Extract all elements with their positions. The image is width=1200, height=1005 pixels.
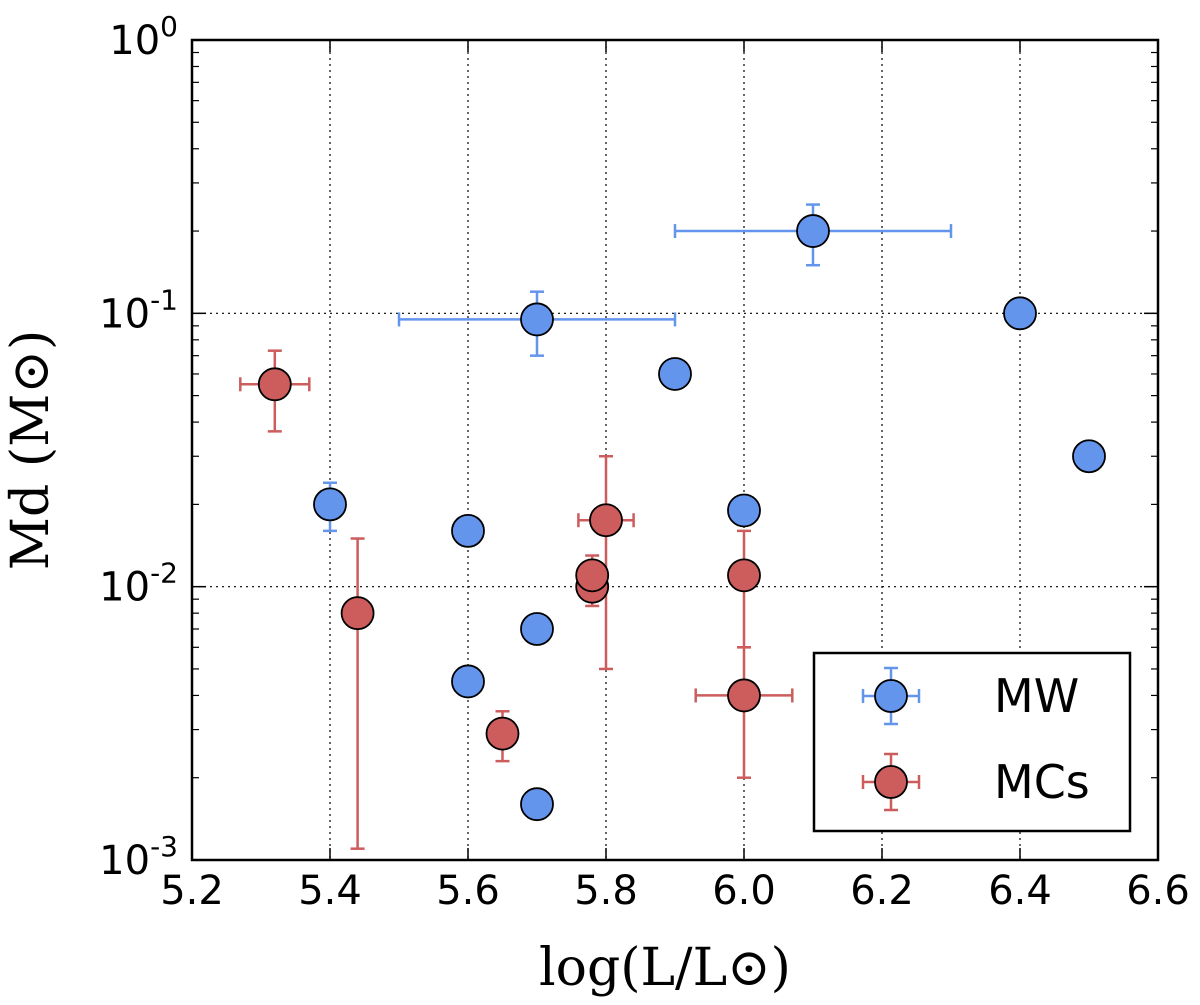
series-mw-point	[658, 357, 692, 391]
x-axis-label: log(L/L⊙)	[539, 938, 791, 998]
series-mw	[313, 203, 1106, 822]
series-mcs-point	[589, 503, 623, 538]
series-mw-point	[520, 302, 554, 337]
series-mw-point	[1072, 439, 1106, 474]
label-layer: 5.2 5.4 5.6 5.8 6.0 6.2 6.4 6.6 100 10-1 10-2 10-3 l…	[1, 10, 1190, 998]
legend-box	[812, 651, 1132, 833]
series-mcs-errorbar	[350, 537, 365, 850]
series-mcs-point	[727, 678, 761, 713]
series-mw-point	[520, 787, 554, 822]
series-mw-point	[451, 664, 485, 699]
legend-mcs-label: MCs	[994, 755, 1090, 809]
x-tick-label: 5.4	[298, 868, 362, 914]
axes-frame	[190, 38, 1160, 862]
x-tick-label: 5.8	[574, 868, 638, 914]
series-mw-point	[313, 487, 347, 522]
x-tick-label: 5.6	[436, 868, 500, 914]
legend-mcs-marker	[874, 765, 908, 799]
series-mcs-point	[575, 558, 610, 593]
series-mcs-errorbar	[694, 646, 794, 779]
legend-mw-label: MW	[994, 669, 1079, 723]
y-axis-label: Md (M⊙)	[1, 330, 61, 570]
x-tick-label: 6.0	[712, 868, 776, 914]
series-mcs-point	[257, 367, 292, 402]
series-mw-point	[520, 612, 554, 646]
y-tick-label: 10-1	[99, 283, 178, 337]
series-mw-point	[451, 513, 485, 548]
series-mw-point	[1003, 296, 1037, 331]
series-mcs	[239, 349, 794, 850]
x-tick-label: 5.2	[160, 868, 224, 914]
y-tick-label: 10-3	[99, 830, 178, 884]
x-tick-label: 6.4	[988, 868, 1052, 914]
series-mw-point	[727, 493, 761, 528]
data-layer	[239, 203, 1106, 850]
legend: MW MCs	[812, 651, 1132, 833]
y-tick-label: 10-2	[99, 557, 178, 611]
x-tick-label: 6.6	[1126, 868, 1190, 914]
x-tick-label: 6.2	[850, 868, 914, 914]
legend-mw-marker	[874, 679, 908, 713]
y-tick-label: 100	[109, 10, 178, 64]
series-mw-point	[796, 214, 830, 248]
grid-layer	[192, 40, 1158, 860]
series-mcs-point	[340, 596, 375, 631]
series-mcs-point	[727, 558, 761, 593]
series-mcs-point	[485, 716, 520, 751]
